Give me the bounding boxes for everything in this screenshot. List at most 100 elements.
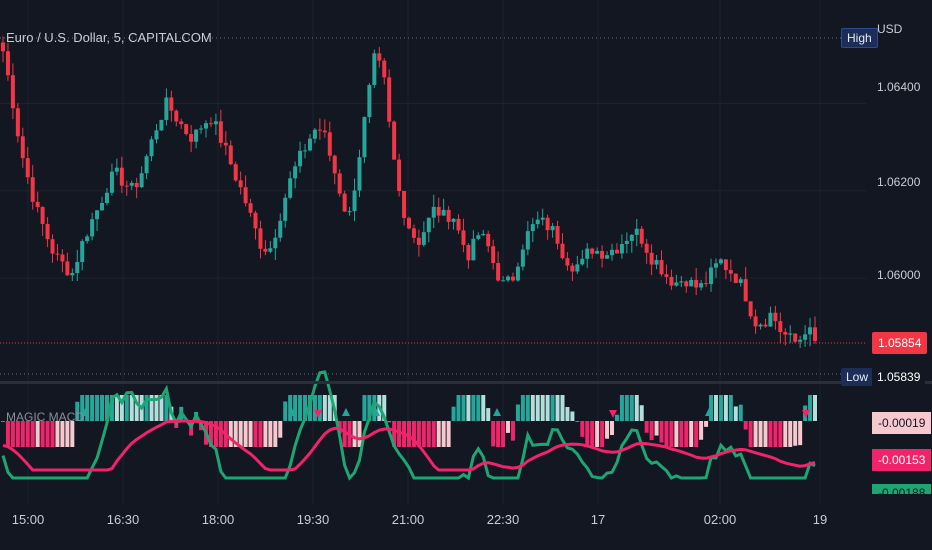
indicator-title[interactable]: MAGIC MACD	[6, 410, 84, 424]
candle	[283, 193, 288, 228]
histogram-bar	[684, 421, 689, 447]
histogram-bar	[426, 421, 431, 447]
histogram-bar	[758, 421, 763, 447]
histogram-bar	[669, 421, 674, 447]
grid-lines	[0, 0, 866, 505]
pane-separator[interactable]	[0, 381, 932, 384]
histogram-bar	[397, 421, 402, 447]
histogram-bar	[585, 421, 590, 446]
high-badge: High	[841, 28, 878, 48]
histogram-bar	[778, 421, 783, 447]
signal-line	[2, 419, 816, 472]
candle	[788, 325, 793, 344]
histogram-bar	[699, 421, 704, 440]
candle	[718, 258, 723, 265]
candle	[540, 208, 545, 226]
histogram-bar	[382, 395, 387, 421]
histogram-bar	[288, 395, 293, 421]
candle	[45, 217, 50, 248]
histogram-bar	[387, 421, 392, 423]
candle	[40, 206, 45, 236]
candle	[446, 206, 451, 230]
histogram-bar	[25, 421, 30, 447]
histogram-bar	[303, 395, 308, 421]
candle	[783, 328, 788, 346]
histogram-bar	[273, 421, 278, 447]
histogram-bar	[411, 421, 416, 447]
histogram-bar	[773, 421, 778, 447]
candle	[179, 118, 184, 129]
histogram-bar	[456, 395, 461, 421]
candle	[402, 190, 407, 226]
candle	[317, 118, 322, 140]
histogram-bar	[357, 421, 362, 447]
price-tick: 1.06200	[877, 175, 921, 189]
time-tick: 16:30	[106, 512, 140, 527]
histogram-bar	[748, 421, 753, 447]
histogram-bar	[337, 421, 342, 434]
candle	[659, 250, 664, 277]
histogram-bar	[293, 395, 298, 421]
histogram-bar	[649, 421, 654, 441]
histogram-bar	[560, 395, 565, 421]
candle	[743, 267, 748, 302]
candle	[352, 178, 357, 222]
candle	[75, 249, 80, 282]
candle	[496, 251, 501, 282]
histogram-bar	[416, 421, 421, 447]
histogram-bar	[1, 421, 5, 422]
histogram-bar	[510, 421, 515, 441]
candle	[184, 123, 189, 136]
histogram-bar	[233, 421, 238, 447]
histogram-bar	[55, 421, 60, 447]
histogram-bar	[431, 421, 436, 447]
candle	[90, 212, 95, 241]
time-tick: 02:00	[703, 512, 737, 527]
histogram-bar	[768, 421, 773, 447]
candle	[590, 247, 595, 259]
candle	[649, 244, 654, 276]
candle	[109, 163, 114, 196]
histogram-bar	[243, 421, 248, 447]
candle	[357, 149, 362, 198]
candle	[223, 131, 228, 156]
histogram-bar	[788, 421, 793, 447]
histogram-bar	[600, 421, 605, 447]
candle	[753, 309, 758, 334]
histogram-bar	[342, 421, 347, 447]
histogram-bar	[639, 405, 644, 421]
candle	[431, 194, 436, 229]
candle	[312, 127, 317, 144]
candle	[149, 136, 154, 162]
candle	[303, 143, 308, 159]
candle	[778, 312, 783, 344]
histogram-bar	[228, 421, 233, 447]
histogram-bar	[624, 395, 629, 421]
candle	[501, 276, 506, 282]
candle	[748, 301, 753, 320]
price-tick: 1.06000	[877, 268, 921, 282]
histogram-bar	[580, 421, 585, 437]
candlestick-series[interactable]	[1, 36, 817, 348]
symbol-title[interactable]: Euro / U.S. Dollar, 5, CAPITALCOM	[6, 30, 212, 45]
candle	[580, 249, 585, 266]
candle	[575, 255, 580, 274]
candle	[5, 42, 10, 81]
histogram-bar	[679, 421, 684, 447]
candle	[565, 252, 570, 271]
candle	[619, 234, 624, 259]
histogram-bar	[65, 421, 70, 447]
candle	[362, 116, 367, 163]
histogram-bar	[634, 395, 639, 421]
histogram-bar	[481, 395, 486, 421]
candle	[555, 220, 560, 250]
histogram-bar	[501, 421, 506, 447]
histogram-bar	[753, 421, 758, 447]
candle	[134, 177, 139, 199]
candle	[85, 234, 90, 244]
candle	[506, 274, 511, 283]
histogram-bar	[30, 421, 35, 447]
candle	[808, 317, 813, 347]
buy-marker-icon	[81, 408, 89, 416]
